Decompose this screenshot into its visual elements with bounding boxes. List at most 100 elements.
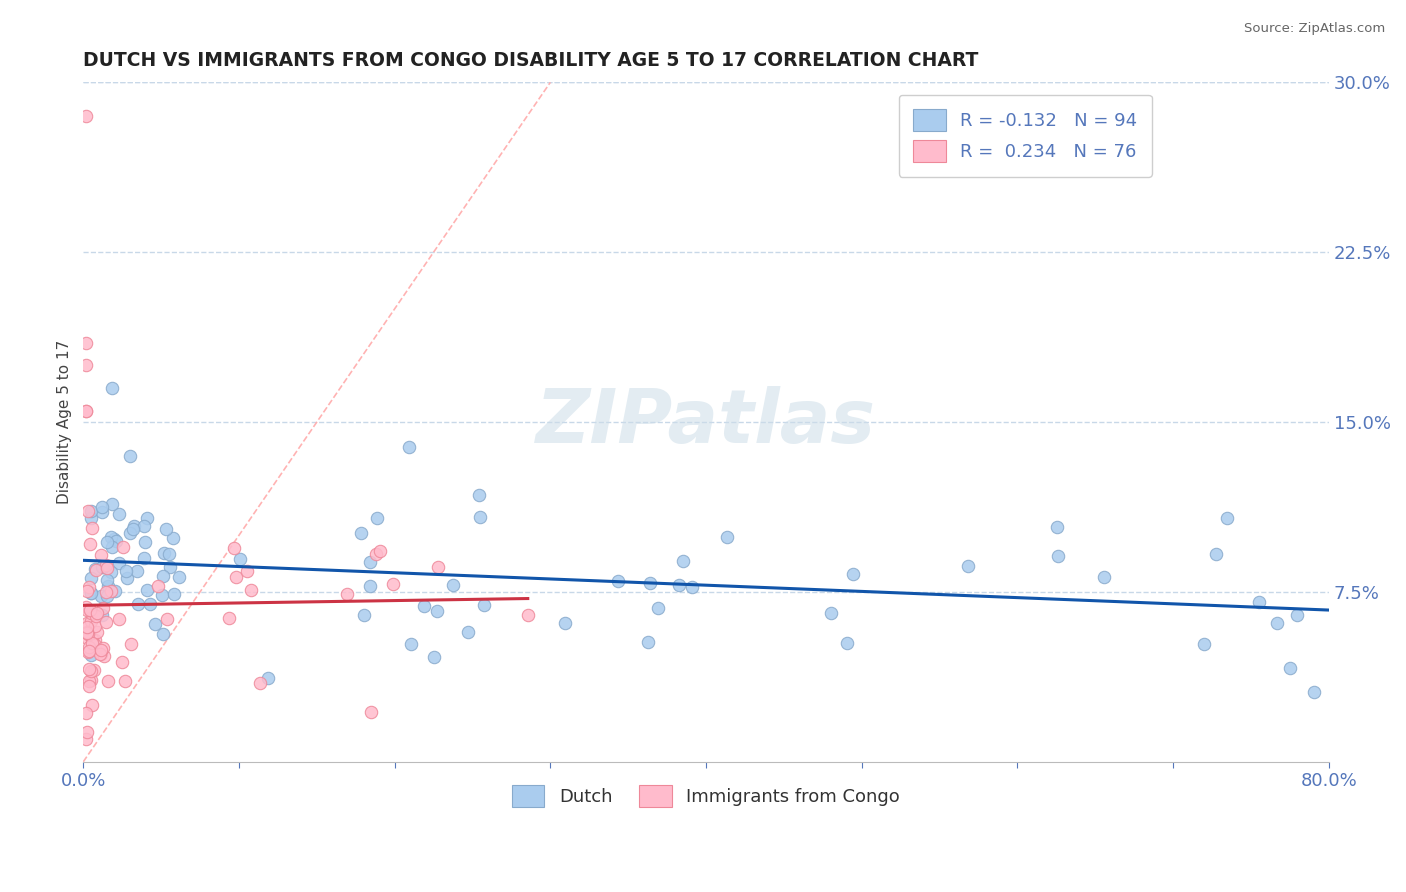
Point bbox=[112, 541, 135, 555]
Point bbox=[127, 597, 149, 611]
Point bbox=[84, 608, 107, 623]
Point bbox=[146, 579, 169, 593]
Point bbox=[835, 635, 858, 649]
Point bbox=[1047, 549, 1070, 563]
Point bbox=[364, 547, 387, 561]
Point bbox=[336, 587, 359, 601]
Point bbox=[637, 635, 659, 649]
Point bbox=[134, 519, 156, 533]
Point bbox=[162, 531, 184, 545]
Point bbox=[104, 584, 127, 599]
Point bbox=[120, 637, 142, 651]
Point bbox=[638, 576, 661, 591]
Point bbox=[240, 582, 263, 597]
Point bbox=[842, 567, 865, 582]
Point bbox=[94, 615, 117, 630]
Point bbox=[716, 530, 738, 544]
Point bbox=[441, 578, 464, 592]
Point bbox=[152, 569, 174, 583]
Point bbox=[111, 655, 134, 669]
Point bbox=[80, 648, 103, 663]
Point bbox=[75, 335, 97, 350]
Point bbox=[91, 640, 114, 655]
Point bbox=[77, 632, 100, 646]
Point bbox=[381, 577, 404, 591]
Point bbox=[94, 585, 117, 599]
Point bbox=[79, 603, 101, 617]
Point bbox=[80, 586, 103, 600]
Point bbox=[145, 617, 167, 632]
Point bbox=[107, 611, 129, 625]
Point bbox=[370, 544, 392, 558]
Point bbox=[105, 534, 128, 549]
Point bbox=[366, 510, 388, 524]
Point bbox=[90, 648, 112, 662]
Point bbox=[225, 570, 247, 584]
Point bbox=[1285, 607, 1308, 622]
Point bbox=[134, 535, 156, 549]
Point bbox=[152, 627, 174, 641]
Point bbox=[1205, 547, 1227, 561]
Point bbox=[96, 561, 118, 575]
Point bbox=[90, 500, 112, 514]
Point bbox=[80, 571, 103, 585]
Point bbox=[139, 597, 162, 611]
Point bbox=[90, 607, 112, 622]
Point bbox=[75, 706, 97, 720]
Point bbox=[84, 618, 107, 632]
Point bbox=[349, 526, 371, 541]
Point bbox=[457, 624, 479, 639]
Point bbox=[80, 504, 103, 518]
Point bbox=[96, 573, 118, 587]
Point bbox=[86, 606, 108, 620]
Point bbox=[399, 637, 422, 651]
Point bbox=[82, 698, 104, 713]
Point bbox=[96, 589, 118, 603]
Point bbox=[91, 560, 114, 574]
Point bbox=[76, 624, 98, 639]
Point bbox=[83, 561, 105, 575]
Point bbox=[516, 607, 538, 622]
Text: ZIPatlas: ZIPatlas bbox=[536, 385, 876, 458]
Point bbox=[75, 359, 97, 373]
Point bbox=[76, 603, 98, 617]
Point bbox=[249, 676, 271, 690]
Point bbox=[1216, 511, 1239, 525]
Point bbox=[222, 541, 245, 555]
Point bbox=[79, 537, 101, 551]
Point bbox=[100, 530, 122, 544]
Point bbox=[76, 616, 98, 631]
Point bbox=[96, 558, 118, 573]
Point bbox=[426, 560, 449, 574]
Point bbox=[120, 526, 142, 541]
Point bbox=[957, 559, 980, 574]
Point bbox=[150, 588, 173, 602]
Point bbox=[97, 578, 120, 592]
Point bbox=[77, 674, 100, 689]
Point bbox=[97, 673, 120, 688]
Point bbox=[75, 109, 97, 123]
Point bbox=[76, 584, 98, 599]
Point bbox=[77, 680, 100, 694]
Point bbox=[132, 550, 155, 565]
Point bbox=[136, 582, 159, 597]
Point bbox=[115, 571, 138, 585]
Point bbox=[554, 615, 576, 630]
Point bbox=[1247, 594, 1270, 608]
Point bbox=[77, 504, 100, 518]
Point bbox=[1302, 685, 1324, 699]
Point bbox=[75, 403, 97, 417]
Point bbox=[79, 643, 101, 657]
Point bbox=[162, 587, 184, 601]
Point bbox=[80, 632, 103, 646]
Point bbox=[100, 381, 122, 395]
Point bbox=[90, 643, 112, 657]
Point bbox=[77, 662, 100, 676]
Point bbox=[79, 673, 101, 687]
Point bbox=[80, 636, 103, 650]
Point bbox=[668, 578, 690, 592]
Point bbox=[77, 645, 100, 659]
Point bbox=[93, 601, 115, 615]
Point bbox=[75, 732, 97, 747]
Point bbox=[100, 565, 122, 579]
